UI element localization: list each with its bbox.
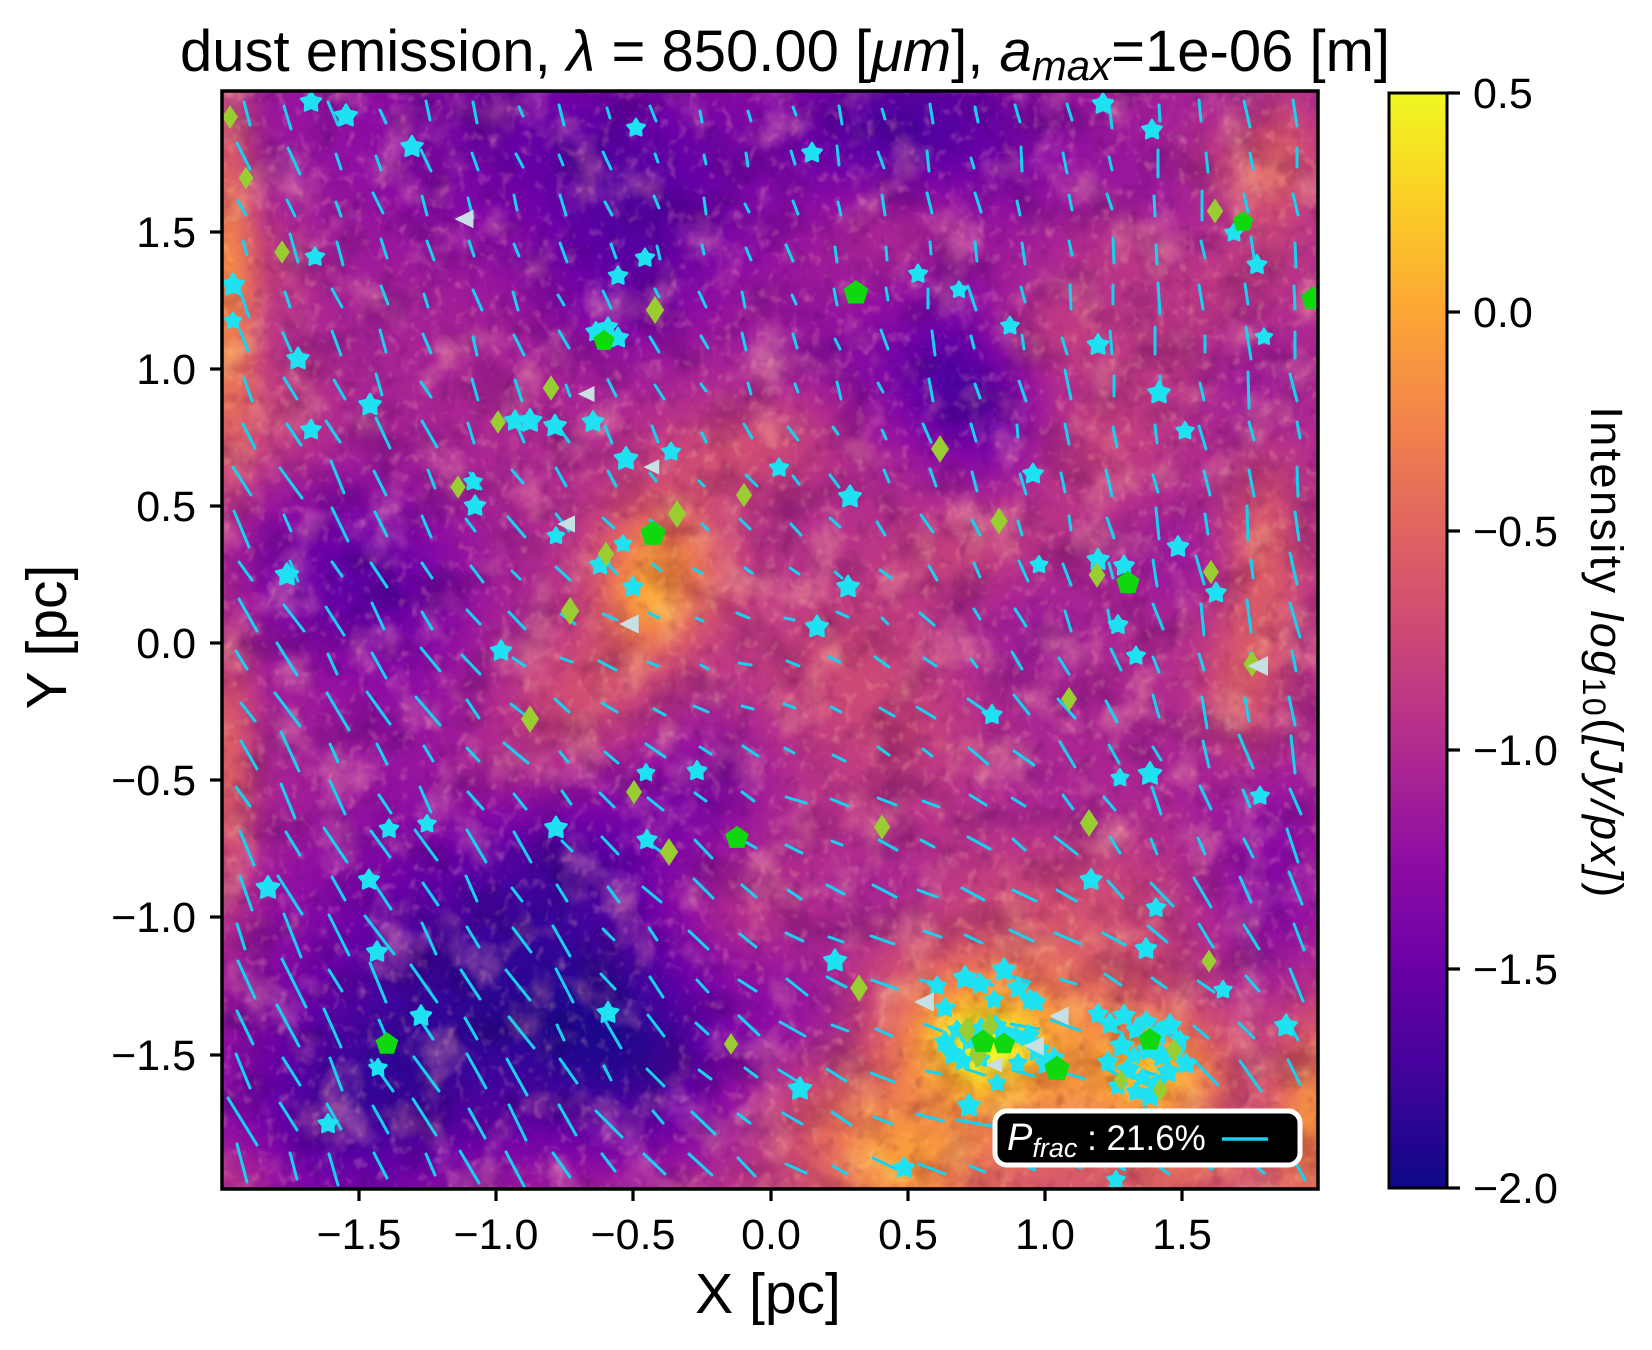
svg-text:0.5: 0.5 [878, 1211, 938, 1259]
svg-text:−1.0: −1.0 [454, 1211, 539, 1259]
svg-text:−1.5: −1.5 [111, 1032, 196, 1080]
svg-text:0.5: 0.5 [1473, 70, 1533, 118]
svg-text:X [pc]: X [pc] [695, 1262, 841, 1326]
svg-text:1.5: 1.5 [136, 209, 196, 257]
svg-text:Pfrac : 21.6%: Pfrac : 21.6% [1007, 1117, 1206, 1163]
svg-text:Y [pc]: Y [pc] [15, 565, 79, 710]
svg-text:1.5: 1.5 [1152, 1211, 1212, 1259]
svg-text:−1.5: −1.5 [1473, 946, 1558, 994]
svg-text:−1.0: −1.0 [111, 894, 196, 942]
svg-text:−1.0: −1.0 [1473, 727, 1558, 775]
svg-text:dust emission, λ = 850.00 [μm]: dust emission, λ = 850.00 [μm], amax=1e-… [180, 19, 1390, 89]
svg-text:1.0: 1.0 [1015, 1211, 1075, 1259]
svg-text:1.0: 1.0 [136, 346, 196, 394]
svg-text:−0.5: −0.5 [1473, 508, 1558, 556]
svg-text:−0.5: −0.5 [111, 757, 196, 805]
svg-text:Intensity log10([Jy/px]): Intensity log10([Jy/px]) [1576, 406, 1632, 899]
svg-text:−2.0: −2.0 [1473, 1165, 1558, 1213]
svg-text:0.0: 0.0 [136, 620, 196, 668]
svg-text:0.5: 0.5 [136, 483, 196, 531]
svg-text:0.0: 0.0 [741, 1211, 801, 1259]
svg-text:0.0: 0.0 [1473, 289, 1533, 337]
svg-text:−0.5: −0.5 [591, 1211, 676, 1259]
svg-text:−1.5: −1.5 [317, 1211, 402, 1259]
